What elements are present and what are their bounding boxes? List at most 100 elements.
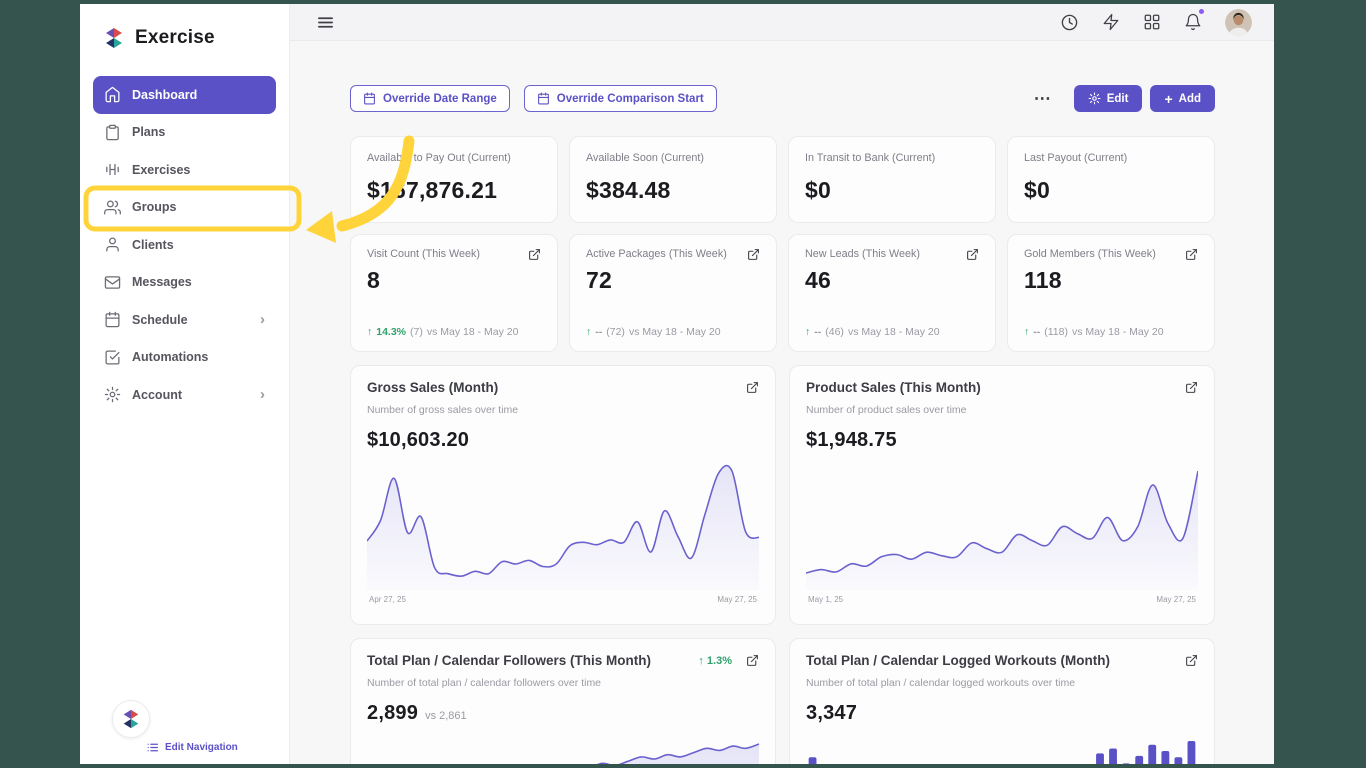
- sidebar-item-label: Messages: [132, 275, 192, 290]
- sidebar-item-schedule[interactable]: Schedule ›: [93, 301, 276, 339]
- up-arrow-icon: ↑: [367, 326, 373, 338]
- home-icon: [105, 87, 120, 103]
- override-comparison-start-button[interactable]: Override Comparison Start: [523, 85, 717, 112]
- x-axis-end-label: May 27, 25: [717, 595, 757, 604]
- user-icon: [106, 237, 119, 252]
- chart-subtitle: Number of gross sales over time: [367, 404, 519, 416]
- logged-workouts-card: Total Plan / Calendar Logged Workouts (M…: [789, 638, 1215, 764]
- sidebar-item-automations[interactable]: Automations: [93, 339, 276, 377]
- quick-actions-icon[interactable]: [1102, 13, 1120, 31]
- edit-navigation-label: Edit Navigation: [165, 742, 238, 753]
- gross-sales-card: Gross Sales (Month) Number of gross sale…: [350, 365, 776, 625]
- calendar-icon: [364, 92, 375, 105]
- clipboard-icon: [106, 124, 119, 140]
- sidebar-item-label: Dashboard: [132, 87, 198, 102]
- stat-comparison: ↑ -- (72) vs May 18 - May 20: [586, 326, 760, 338]
- sidebar-item-plans[interactable]: Plans: [93, 114, 276, 152]
- stat-value: 8: [367, 267, 380, 293]
- stats-row-payouts: Available to Pay Out (Current) $167,876.…: [350, 136, 1215, 223]
- sidebar-item-label: Schedule: [132, 312, 188, 327]
- more-options-button[interactable]: ⋯: [1033, 88, 1052, 108]
- check-square-icon: [105, 350, 120, 365]
- stat-card-available-soon: Available Soon (Current) $384.48: [569, 136, 777, 223]
- x-axis-start-label: May 1, 25: [808, 595, 844, 604]
- button-label: Override Date Range: [383, 92, 497, 105]
- edit-navigation-button[interactable]: Edit Navigation: [146, 741, 238, 754]
- stat-delta-count: (72): [606, 326, 625, 338]
- sidebar-item-exercises[interactable]: Exercises: [93, 151, 276, 189]
- brand-logo-icon: [123, 709, 139, 729]
- external-link-icon[interactable]: [1185, 381, 1198, 394]
- external-link-icon[interactable]: [1185, 654, 1198, 667]
- topbar: [290, 4, 1274, 41]
- menu-icon[interactable]: [317, 14, 334, 31]
- sidebar-item-label: Account: [132, 387, 182, 402]
- history-icon[interactable]: [1060, 13, 1079, 32]
- add-button[interactable]: + Add: [1150, 85, 1215, 112]
- sidebar-nav: Dashboard Plans Exercises Groups Clients…: [80, 76, 289, 414]
- user-avatar[interactable]: [1225, 8, 1252, 36]
- external-link-icon[interactable]: [746, 381, 759, 394]
- stat-card-gold-members: Gold Members (This Week) 118 ↑ -- (118) …: [1007, 234, 1215, 352]
- sidebar: Exercise Dashboard Plans Exercises Group…: [80, 4, 290, 764]
- stat-card-new-leads: New Leads (This Week) 46 ↑ -- (46) vs Ma…: [788, 234, 996, 352]
- stat-label: Last Payout (Current): [1024, 152, 1128, 164]
- line-chart: May 1, 25 May 27, 25: [806, 462, 1198, 604]
- button-label: Add: [1178, 92, 1201, 105]
- edit-navigation-icon: [147, 743, 158, 752]
- sidebar-item-label: Clients: [132, 237, 174, 252]
- chart-value: 2,899: [367, 702, 419, 724]
- dashboard-content: Override Date Range Override Comparison …: [290, 41, 1274, 764]
- stat-card-available-to-pay-out: Available to Pay Out (Current) $167,876.…: [350, 136, 558, 223]
- external-link-icon[interactable]: [966, 248, 979, 261]
- up-arrow-icon: ↑: [1024, 326, 1030, 338]
- chart-subtitle: Number of total plan / calendar follower…: [367, 677, 602, 689]
- stats-row-weekly: Visit Count (This Week) 8 ↑ 14.3% (7) vs…: [350, 234, 1215, 352]
- chart-title: Total Plan / Calendar Logged Workouts (M…: [806, 653, 1110, 668]
- charts-row-sales: Gross Sales (Month) Number of gross sale…: [350, 365, 1215, 625]
- stat-delta: --: [595, 326, 603, 338]
- stat-card-visit-count: Visit Count (This Week) 8 ↑ 14.3% (7) vs…: [350, 234, 558, 352]
- external-link-icon[interactable]: [528, 248, 541, 261]
- apps-grid-icon[interactable]: [1143, 13, 1161, 31]
- sidebar-item-groups[interactable]: Groups: [93, 189, 276, 227]
- chart-title: Total Plan / Calendar Followers (This Mo…: [367, 653, 652, 668]
- chart-subtitle: Number of total plan / calendar logged w…: [806, 677, 1076, 689]
- sidebar-item-label: Groups: [132, 200, 177, 215]
- notifications-icon[interactable]: [1184, 9, 1204, 31]
- stat-value: 118: [1024, 267, 1062, 293]
- chart-vs-value: vs 2,861: [425, 710, 467, 722]
- external-link-icon[interactable]: [747, 248, 760, 261]
- stat-label: Available Soon (Current): [586, 152, 705, 164]
- stat-delta: --: [814, 326, 822, 338]
- chart-value: 3,347: [806, 702, 858, 724]
- users-icon: [104, 200, 121, 215]
- external-link-icon[interactable]: [746, 654, 759, 667]
- brand-badge[interactable]: [112, 700, 150, 738]
- button-label: Edit: [1106, 92, 1129, 105]
- charts-row-plans: Total Plan / Calendar Followers (This Mo…: [350, 638, 1215, 764]
- chart-delta: ↑ 1.3%: [698, 654, 732, 667]
- gear-icon: [1088, 92, 1101, 105]
- sidebar-item-messages[interactable]: Messages: [93, 264, 276, 302]
- chart-value: $10,603.20: [367, 429, 470, 451]
- stat-vs-range: vs May 18 - May 20: [1071, 326, 1164, 338]
- override-date-range-button[interactable]: Override Date Range: [350, 85, 510, 112]
- stat-comparison: ↑ -- (118) vs May 18 - May 20: [1024, 326, 1198, 338]
- chevron-right-icon: ›: [260, 311, 265, 329]
- external-link-icon[interactable]: [1185, 248, 1198, 261]
- chevron-right-icon: ›: [260, 386, 265, 404]
- sidebar-item-dashboard[interactable]: Dashboard: [93, 76, 276, 114]
- stat-label: In Transit to Bank (Current): [805, 152, 936, 164]
- sidebar-item-account[interactable]: Account ›: [93, 376, 276, 414]
- stat-value: 46: [805, 267, 831, 293]
- stat-label: Active Packages (This Week): [586, 248, 727, 260]
- line-chart: Apr 27, 25 May 27, 25: [367, 462, 759, 604]
- sidebar-item-clients[interactable]: Clients: [93, 226, 276, 264]
- edit-button[interactable]: Edit: [1073, 85, 1143, 112]
- line-chart: [367, 735, 759, 764]
- sidebar-item-label: Plans: [132, 125, 166, 140]
- stat-delta: 14.3%: [376, 326, 407, 338]
- dumbbell-icon: [106, 164, 119, 176]
- stat-delta-count: (46): [825, 326, 844, 338]
